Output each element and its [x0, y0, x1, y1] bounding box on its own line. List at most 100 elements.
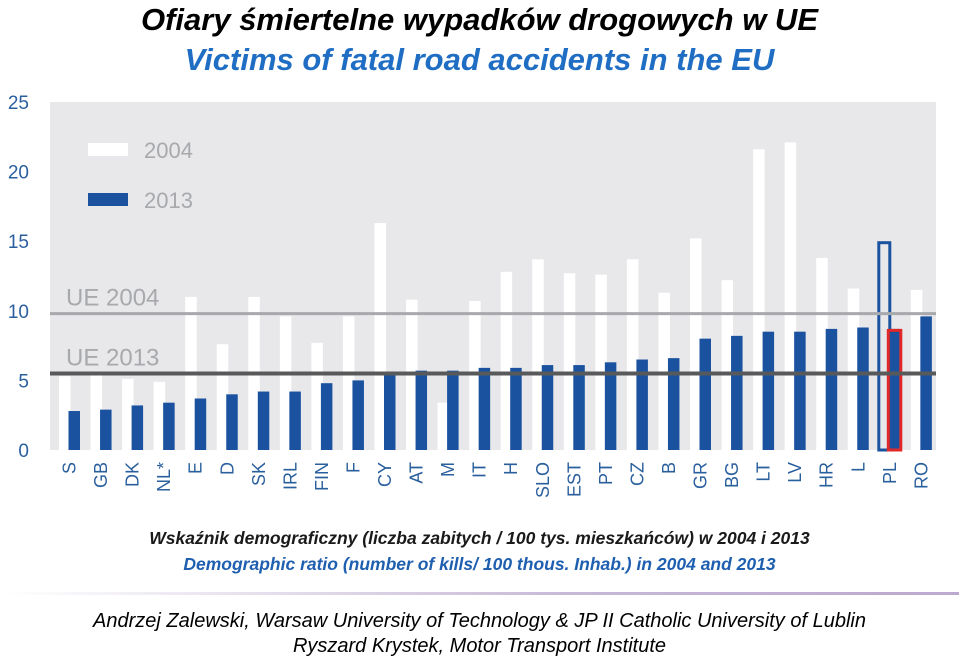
legend: 2004 2013 — [88, 138, 193, 213]
bar-2004 — [626, 259, 639, 450]
y-tick-label: 25 — [8, 93, 29, 114]
bar-2004 — [342, 316, 355, 450]
x-tick-label: B — [659, 462, 679, 474]
bar-2004 — [122, 379, 134, 450]
bar-2013 — [447, 370, 459, 450]
bar-2013 — [352, 380, 364, 450]
bar-2004 — [847, 288, 860, 450]
bar-2013 — [194, 398, 207, 450]
x-tick-label: GB — [91, 462, 111, 488]
bar-2013 — [888, 328, 901, 450]
bar-2013 — [226, 394, 238, 450]
bar-2004 — [153, 381, 166, 450]
bar-2013 — [699, 338, 711, 450]
bar-2004 — [437, 402, 450, 450]
x-tick-label: GR — [691, 462, 711, 489]
bar-2013 — [131, 405, 144, 450]
x-tick-label: AT — [407, 462, 427, 484]
bar-2013 — [573, 365, 585, 450]
reference-line-label: UE 2004 — [66, 285, 159, 312]
bar-2013 — [510, 367, 522, 450]
author-line-1: Andrzej Zalewski, Warsaw University of T… — [93, 610, 866, 632]
bar-2013 — [100, 409, 112, 450]
bar-2013 — [68, 411, 80, 450]
bar-2004 — [90, 372, 103, 450]
bar-2004 — [753, 149, 765, 450]
x-tick-label: BG — [722, 462, 742, 488]
x-tick-label: CY — [375, 462, 395, 487]
x-tick-label: LT — [754, 462, 774, 482]
bar-2013 — [541, 365, 554, 450]
bar-2004 — [279, 316, 292, 450]
bar-2004 — [690, 238, 702, 450]
bar-2013 — [289, 391, 301, 450]
x-tick-label: NL* — [154, 462, 174, 492]
bar-chart: 0 5 10 15 20 25 UE 2004 UE 2013 2004 2013 S GB DK… — [8, 93, 936, 498]
x-tick-label: F — [343, 462, 363, 473]
bar-2004 — [721, 280, 734, 450]
bar-2004 — [500, 271, 513, 450]
bar-2013 — [825, 328, 838, 450]
x-tick-label: IRL — [280, 462, 300, 490]
x-tick-label: LV — [785, 462, 805, 483]
x-tick-label: M — [438, 462, 458, 477]
x-tick-label: HR — [817, 462, 837, 488]
bars — [59, 142, 932, 452]
legend-swatch — [88, 143, 128, 156]
bar-2013 — [857, 327, 869, 450]
bar-2013 — [731, 335, 743, 450]
bar-2004 — [59, 376, 71, 450]
highlight-frame — [886, 328, 903, 452]
x-tick-label: E — [186, 462, 206, 474]
caption-english: Demographic ratio (number of kills/ 100 … — [183, 554, 776, 574]
y-tick-label: 0 — [18, 441, 29, 462]
bar-2013 — [604, 362, 617, 450]
bar-2004 — [658, 292, 670, 450]
bar-2004 — [532, 259, 544, 450]
y-tick-label: 10 — [8, 302, 29, 323]
legend-swatch — [88, 193, 128, 206]
bar-2013 — [320, 383, 333, 450]
y-axis: 0 5 10 15 20 25 — [8, 93, 29, 462]
bar-2013 — [478, 367, 491, 450]
x-tick-label: EST — [564, 462, 584, 497]
x-tick-label: RO — [911, 462, 931, 489]
x-tick-label: D — [217, 462, 237, 475]
bar-2013 — [384, 372, 396, 450]
x-tick-label: FIN — [312, 462, 332, 491]
bar-2004 — [784, 142, 797, 451]
divider — [0, 592, 959, 595]
x-axis: S GB DK NL* E D SK IRL FIN F CY AT M IT H SLO EST PT CZ B GR… — [60, 462, 932, 498]
x-tick-label: PT — [596, 462, 616, 485]
title-english: Victims of fatal road accidents in the E… — [184, 42, 775, 77]
y-tick-label: 20 — [8, 163, 29, 184]
x-tick-label: L — [848, 462, 868, 472]
x-tick-label: SK — [249, 462, 269, 486]
x-tick-label: IT — [470, 462, 490, 478]
author-line-2: Ryszard Krystek, Motor Transport Institu… — [292, 635, 667, 657]
bar-2004 — [595, 274, 607, 450]
reference-line-label: UE 2013 — [66, 344, 159, 371]
x-tick-label: PL — [880, 462, 900, 484]
bar-2004 — [816, 257, 828, 450]
caption-polish: Wskaźnik demograficzny (liczba zabitych … — [149, 528, 810, 548]
bar-2013 — [920, 316, 932, 450]
bar-2004 — [374, 223, 386, 450]
bar-2013 — [415, 370, 428, 450]
reference-lines: UE 2004 UE 2013 — [50, 285, 936, 376]
x-tick-label: SLO — [533, 462, 553, 498]
bar-2013 — [636, 359, 648, 450]
bar-2004 — [216, 344, 229, 450]
title-polish: Ofiary śmiertelne wypadków drogowych w U… — [140, 2, 818, 37]
bar-2013 — [667, 358, 680, 450]
x-tick-label: H — [501, 462, 521, 475]
legend-label: 2013 — [144, 188, 193, 213]
bar-2013 — [257, 391, 270, 450]
x-tick-label: CZ — [627, 462, 647, 486]
bar-2013 — [794, 331, 806, 450]
bar-2004 — [311, 342, 323, 450]
bar-2004 — [469, 301, 481, 450]
legend-label: 2004 — [144, 138, 193, 163]
bar-2013 — [163, 402, 175, 450]
bar-2004 — [563, 273, 576, 450]
